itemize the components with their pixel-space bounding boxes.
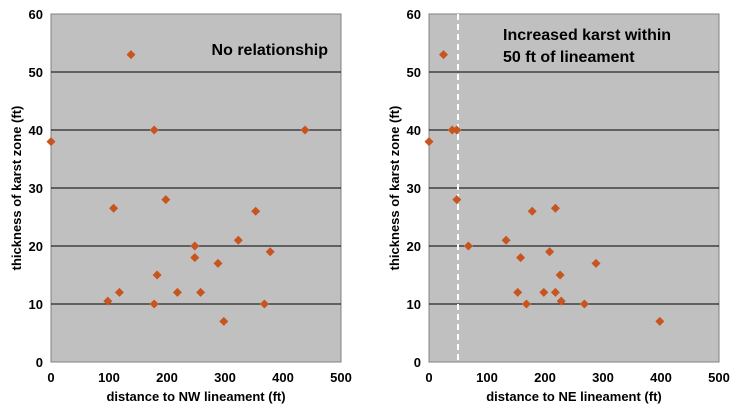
- y-tick-label: 40: [29, 123, 43, 138]
- x-tick-label: 400: [650, 370, 672, 385]
- x-tick-label: 100: [98, 370, 120, 385]
- x-tick-label: 200: [156, 370, 178, 385]
- data-points: [46, 50, 310, 326]
- data-point: [172, 287, 182, 297]
- data-point: [591, 258, 601, 268]
- data-point: [109, 203, 119, 213]
- data-point: [556, 296, 566, 306]
- data-point: [190, 253, 200, 263]
- x-tick-label: 300: [214, 370, 236, 385]
- y-tick-label: 20: [407, 239, 421, 254]
- x-axis-label: distance to NE lineament (ft): [486, 389, 662, 404]
- data-point: [555, 270, 565, 280]
- x-tick-labels: 0 100 200 300 400 500: [425, 370, 729, 385]
- x-tick-label: 100: [476, 370, 498, 385]
- data-point: [439, 50, 448, 60]
- data-point: [463, 241, 473, 251]
- y-tick-label: 50: [29, 65, 43, 80]
- chart-ne-lineament: 0 10 20 30 40 50 60 0 100 200 300 400 500 Increased…: [387, 7, 730, 404]
- data-point: [265, 247, 275, 257]
- x-axis-label: distance to NW lineament (ft): [106, 389, 285, 404]
- data-point: [213, 258, 223, 268]
- data-point: [516, 253, 526, 263]
- data-points: [424, 50, 665, 326]
- chart-title-line-2: 50 ft of lineament: [503, 49, 635, 66]
- y-tick-label: 0: [414, 355, 421, 370]
- y-axis-label: thickness of karst zone (ft): [9, 106, 24, 271]
- data-point: [251, 206, 261, 216]
- data-point: [545, 247, 555, 257]
- data-point: [190, 241, 200, 251]
- y-tick-label: 60: [407, 7, 421, 22]
- data-point: [452, 195, 462, 205]
- y-tick-labels: 0 10 20 30 40 50 60: [407, 7, 421, 370]
- y-tick-label: 30: [407, 181, 421, 196]
- x-tick-label: 0: [47, 370, 54, 385]
- data-point: [300, 125, 310, 135]
- data-point: [424, 137, 434, 147]
- data-point: [521, 299, 531, 309]
- chart-title: No relationship: [212, 42, 329, 59]
- y-tick-labels: 0 10 20 30 40 50 60: [29, 7, 43, 370]
- y-tick-label: 50: [407, 65, 421, 80]
- data-point: [259, 299, 269, 309]
- data-point: [114, 287, 124, 297]
- y-tick-label: 60: [29, 7, 43, 22]
- data-point: [550, 287, 560, 297]
- data-point: [579, 299, 589, 309]
- x-tick-label: 500: [708, 370, 730, 385]
- x-tick-label: 400: [272, 370, 294, 385]
- data-point: [161, 195, 171, 205]
- x-tick-labels: 0 100 200 300 400 500: [47, 370, 351, 385]
- y-tick-label: 10: [29, 297, 43, 312]
- data-point: [46, 137, 56, 147]
- data-point: [447, 125, 457, 135]
- data-point: [152, 270, 162, 280]
- x-tick-label: 300: [592, 370, 614, 385]
- data-point: [655, 316, 665, 326]
- y-tick-label: 40: [407, 123, 421, 138]
- data-point: [219, 316, 229, 326]
- data-point: [513, 287, 523, 297]
- data-point: [126, 50, 136, 60]
- gridlines: [429, 71, 719, 305]
- data-point: [550, 203, 560, 213]
- y-tick-label: 20: [29, 239, 43, 254]
- data-point: [452, 125, 462, 135]
- y-tick-label: 10: [407, 297, 421, 312]
- data-point: [233, 235, 243, 245]
- chart-title: Increased karst within: [503, 27, 671, 44]
- data-point: [501, 235, 511, 245]
- data-point: [103, 296, 113, 306]
- x-tick-label: 500: [330, 370, 352, 385]
- data-point: [527, 206, 537, 216]
- data-point: [539, 287, 549, 297]
- x-tick-label: 200: [534, 370, 556, 385]
- chart-nw-lineament: 0 10 20 30 40 50 60 0 100 200 300 400 500 No relati…: [9, 7, 352, 404]
- y-axis-label: thickness of karst zone (ft): [387, 106, 402, 271]
- data-point: [196, 287, 206, 297]
- y-tick-label: 0: [36, 355, 43, 370]
- data-point: [149, 299, 159, 309]
- y-tick-label: 30: [29, 181, 43, 196]
- x-tick-label: 0: [425, 370, 432, 385]
- data-point: [149, 125, 159, 135]
